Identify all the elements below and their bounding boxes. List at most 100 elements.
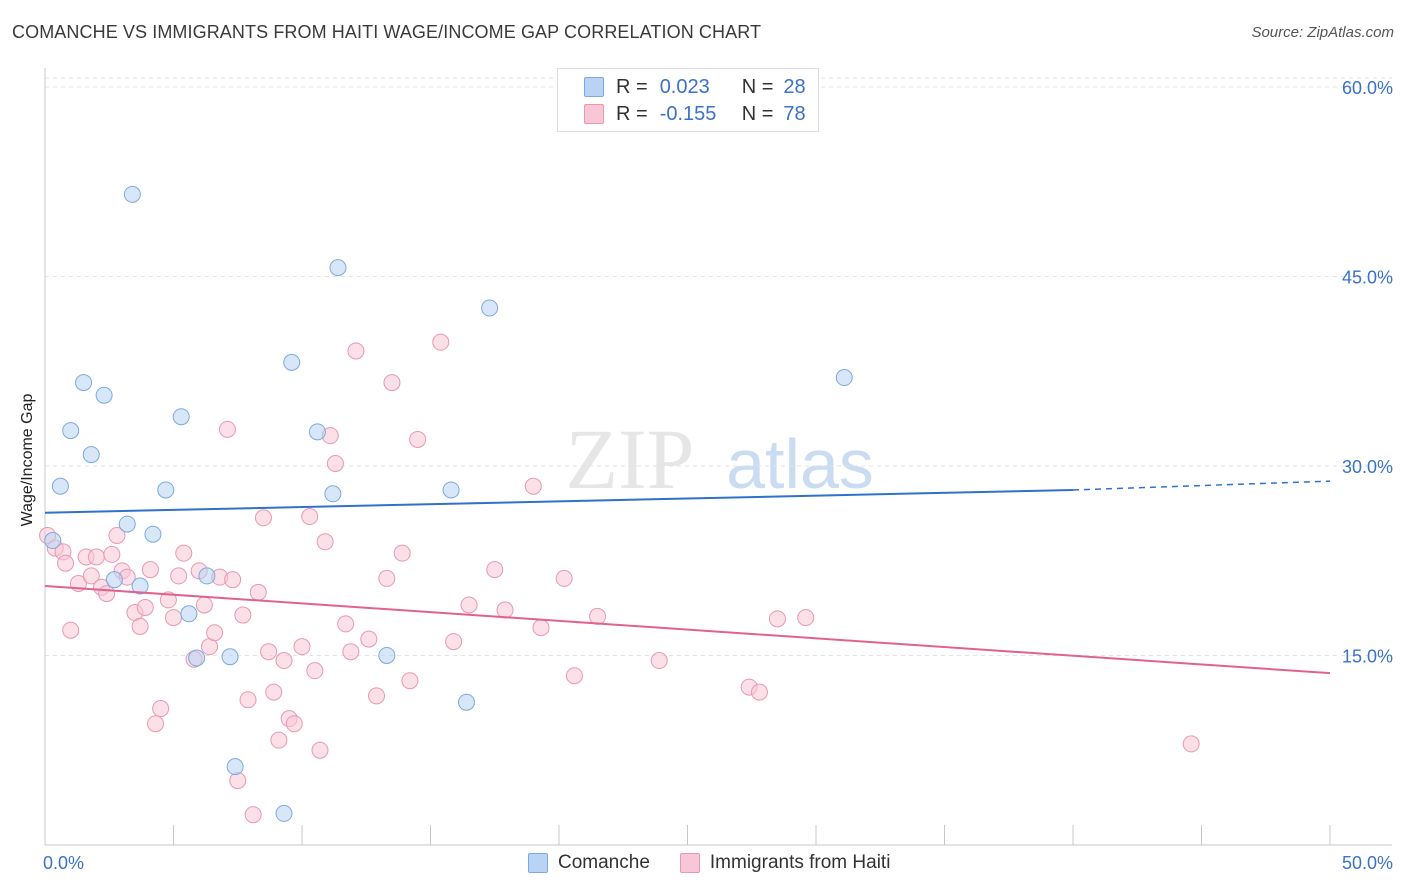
gridlines xyxy=(45,77,1392,656)
comanche-point xyxy=(172,408,190,426)
haiti-point xyxy=(141,561,159,579)
legend-swatch-haiti xyxy=(584,104,604,124)
legend-n-label: N = xyxy=(741,75,774,98)
comanche-point xyxy=(131,577,149,595)
x-tick-label-min: 0.0% xyxy=(43,853,84,873)
haiti-point xyxy=(62,621,80,639)
comanche-point xyxy=(75,374,93,392)
haiti-point xyxy=(401,672,419,690)
comanche-point xyxy=(308,423,326,441)
haiti-point xyxy=(152,700,170,718)
comanche-point xyxy=(62,422,80,440)
haiti-point xyxy=(409,430,427,448)
watermark-zip: ZIP xyxy=(566,411,695,507)
haiti-point xyxy=(147,715,165,733)
haiti-point xyxy=(555,569,573,587)
series-legend: Comanche Immigrants from Haiti xyxy=(528,852,920,874)
comanche-point xyxy=(188,649,206,667)
haiti-point xyxy=(326,454,344,472)
legend-r-label: R = xyxy=(616,102,648,125)
y-tick-label: 15.0% xyxy=(1342,646,1393,666)
haiti-point xyxy=(275,652,293,670)
haiti-point xyxy=(432,333,450,351)
haiti-point xyxy=(589,607,607,625)
haiti-point xyxy=(265,683,283,701)
haiti-point xyxy=(87,548,105,566)
haiti-point xyxy=(82,567,100,585)
haiti-point xyxy=(383,374,401,392)
comanche-trendline-extension xyxy=(1072,480,1331,491)
comanche-point xyxy=(324,485,342,503)
y-tick-label: 30.0% xyxy=(1342,457,1393,477)
haiti-point xyxy=(103,545,121,563)
x-tick-label-max: 50.0% xyxy=(1342,853,1393,873)
trendlines xyxy=(44,480,1331,675)
haiti-point xyxy=(270,731,288,749)
haiti-point xyxy=(311,741,329,759)
tick-labels: 15.0% 30.0% 45.0% 60.0% 0.0% 50.0% xyxy=(43,78,1393,873)
comanche-point xyxy=(44,532,62,550)
haiti-point xyxy=(768,610,786,628)
haiti-point xyxy=(195,596,213,614)
haiti-trendline xyxy=(44,585,1331,675)
y-axis-label: Wage/Income Gap xyxy=(19,393,36,527)
legend-n-value: 28 xyxy=(783,75,806,98)
comanche-point xyxy=(198,567,216,585)
haiti-point xyxy=(254,509,272,527)
comanche-point xyxy=(481,299,499,317)
haiti-point xyxy=(565,667,583,685)
haiti-point xyxy=(170,567,188,585)
legend-row-comanche: R = 0.023 N = 28 xyxy=(584,75,806,99)
legend-item-haiti: Immigrants from Haiti xyxy=(679,852,891,874)
haiti-point xyxy=(496,601,514,619)
comanche-point xyxy=(275,804,293,822)
legend-r-value: 0.023 xyxy=(659,75,710,98)
haiti-point xyxy=(244,806,262,824)
haiti-point xyxy=(393,544,411,562)
comanche-point xyxy=(144,525,162,543)
haiti-point xyxy=(234,606,252,624)
haiti-point xyxy=(301,508,319,526)
correlation-legend: R = 0.023 N = 28 R = -0.155 N = 78 xyxy=(557,68,819,132)
comanche-point xyxy=(123,185,141,203)
comanche-point xyxy=(329,259,347,277)
legend-swatch-comanche xyxy=(528,853,548,873)
haiti-point xyxy=(206,624,224,642)
comanche-point xyxy=(157,481,175,499)
y-tick-label: 60.0% xyxy=(1342,78,1393,98)
haiti-point xyxy=(293,638,311,656)
comanche-point xyxy=(457,693,475,711)
haiti-point xyxy=(249,583,267,601)
haiti-point xyxy=(347,342,365,360)
legend-label-haiti: Immigrants from Haiti xyxy=(709,852,891,873)
legend-swatch-haiti xyxy=(679,853,700,873)
haiti-point xyxy=(229,772,247,790)
haiti-point xyxy=(360,630,378,648)
haiti-point xyxy=(260,643,278,661)
comanche-point xyxy=(835,369,853,387)
legend-item-comanche: Comanche xyxy=(528,852,650,874)
comanche-point xyxy=(442,481,460,499)
haiti-point xyxy=(136,598,154,616)
source-credit: Source: ZipAtlas.com xyxy=(1251,24,1394,41)
series-comanche xyxy=(44,185,853,822)
haiti-point xyxy=(239,691,257,709)
haiti-point xyxy=(797,609,815,627)
haiti-point xyxy=(57,554,75,572)
haiti-point xyxy=(750,683,768,701)
legend-swatch-comanche xyxy=(584,77,604,97)
legend-r-value: -0.155 xyxy=(659,102,717,125)
haiti-point xyxy=(224,571,242,589)
legend-row-haiti: R = -0.155 N = 78 xyxy=(584,102,806,126)
comanche-point xyxy=(105,571,123,589)
haiti-point xyxy=(98,585,116,603)
axes xyxy=(44,68,1392,846)
legend-n-label: N = xyxy=(741,102,774,125)
haiti-point xyxy=(165,609,182,627)
haiti-point xyxy=(486,561,504,579)
comanche-point xyxy=(180,605,198,623)
haiti-point xyxy=(175,544,193,562)
y-tick-label: 45.0% xyxy=(1342,267,1393,287)
haiti-point xyxy=(131,617,149,635)
